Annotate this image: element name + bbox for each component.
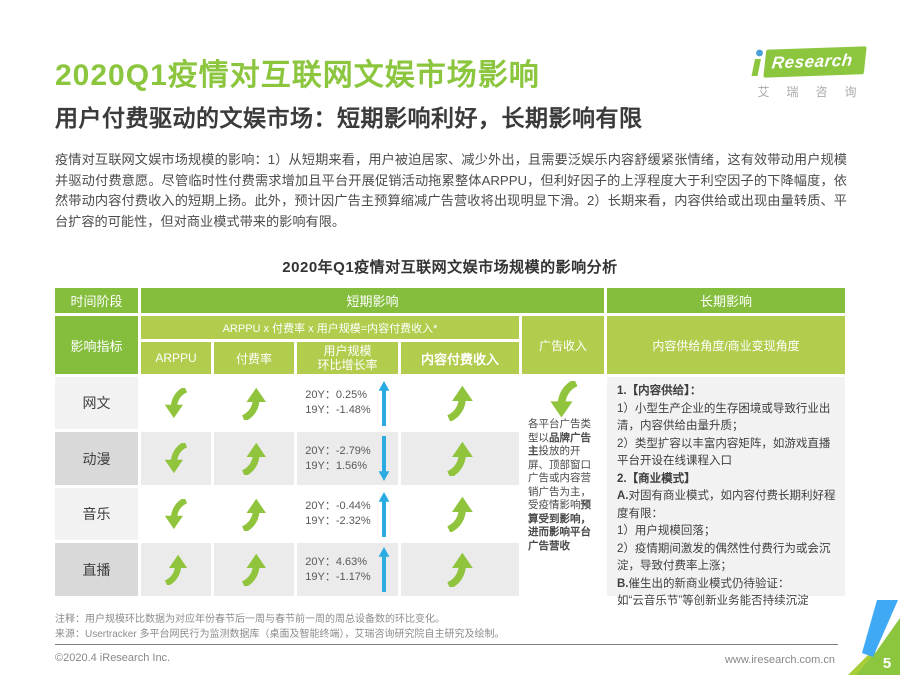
logo-mark: Research [736,46,878,78]
arppu-trend-cell [141,432,211,485]
page-title: 2020Q1疫情对互联网文娱市场影响 [55,59,540,92]
long-term-analysis-line: 如“云音乐节”等创新业务能否持续沉淀 [617,595,809,607]
header-pay-rate: 付费率 [214,342,294,374]
header-formula: ARPPU x 付费率 x 用户规模=内容付费收入* [141,316,519,339]
long-term-analysis-line: 2）类型扩容以丰富内容矩阵，如游戏直播平台开设在线课程入口 [617,437,831,468]
content-pay-trend-cell [401,488,519,540]
yoy-trend-up-icon [378,491,390,537]
iresearch-logo: Research 艾瑞咨询 [736,46,878,100]
corner-decoration: 5 [848,600,900,675]
footer-divider [55,644,838,645]
intro-paragraph: 疫情对互联网文娱市场规模的影响：1）从短期来看，用户被迫居家、减少外出，且需要泛… [55,152,847,229]
header-long-term-sub: 内容供给角度/商业变现角度 [607,316,845,374]
yoy-trend-down-icon [378,436,390,481]
long-term-analysis-line: 2.【商业模式】 [617,472,696,485]
trend-up-icon [447,386,473,421]
page-number: 5 [883,655,891,672]
trend-down-icon [164,387,188,418]
arppu-trend-cell [141,377,211,429]
logo-chinese-name: 艾瑞咨询 [757,85,874,99]
long-term-analysis-cell: 1.【内容供给】： 1）小型生产企业的生存困境或导致行业出清，内容供给由量升质； 2… [607,377,845,607]
trend-up-icon [241,442,266,475]
logo-wordmark: Research [763,46,866,78]
pay-rate-trend-cell [214,377,294,429]
long-term-analysis-line: A.对固有商业模式，如内容付费长期利好程度有限： [617,490,836,520]
trend-up-icon [241,498,266,531]
header-time-stage: 时间阶段 [55,288,138,313]
table-title: 2020年Q1疫情对互联网文娱市场规模的影响分析 [282,259,618,276]
header-ad-revenue: 广告收入 [522,316,604,374]
arppu-trend-cell [141,488,211,540]
trend-down-icon [164,498,188,529]
content-pay-trend-cell [401,377,519,429]
footnote-source: 来源：Usertracker 多平台网民行为监测数据库（桌面及智能终端），艾瑞咨… [55,629,505,640]
header-short-term: 短期影响 [141,288,604,313]
trend-up-icon [241,553,266,586]
pay-rate-trend-cell [214,432,294,485]
long-term-analysis-line: 1）小型生产企业的生存困境或导致行业出清，内容供给由量升质； [617,402,831,433]
yoy-values: 20Y：-2.79% 19Y：1.56% [305,444,371,472]
ad-revenue-note-text: 各平台广告类型以品牌广告主投放的开屏、顶部窗口广告或内容营销广告为主，受疫情影响… [528,418,591,552]
page-subtitle: 用户付费驱动的文娱市场：短期影响利好，长期影响有限 [55,105,643,131]
header-user-scale: 用户规模 环比增长率 [297,342,398,374]
website-link[interactable]: www.iresearch.com.cn [724,654,835,666]
pay-rate-trend-cell [214,488,294,540]
yoy-values: 20Y：4.63% 19Y：-1.17% [305,555,371,583]
content-pay-trend-cell [401,543,519,596]
long-term-analysis-line: 1）用户规模回落； [617,525,716,537]
logo-i-icon [751,49,763,76]
trend-down-icon [164,443,188,474]
row-label: 动漫 [55,432,138,485]
yoy-trend-up-icon [378,547,390,592]
yoy-values: 20Y：0.25% 19Y：-1.48% [305,389,371,416]
content-pay-trend-cell [401,432,519,485]
footnotes: 注释：用户规模环比数据为对应年份春节后一周与春节前一周的周总设备数的环比变化。 … [55,612,504,642]
yoy-values: 20Y：-0.44% 19Y：-2.32% [305,500,371,527]
copyright-text: ©2020.4 iResearch Inc. [55,652,171,664]
header-arppu: ARPPU [141,342,211,374]
long-term-analysis-line: B.催生出的新商业模式仍待验证： [617,577,790,590]
header-indicator: 影响指标 [55,316,138,374]
user-scale-cell: 20Y：4.63% 19Y：-1.17% [297,543,398,596]
impact-table: 时间阶段 短期影响 长期影响 影响指标 ARPPU x 付费率 x 用户规模=内… [55,288,845,607]
long-term-analysis-line: 2）疫情期间激发的偶然性付费行为或会沉淀，导致付费率上涨； [617,542,831,573]
trend-up-icon [447,441,473,477]
arppu-trend-cell [141,543,211,596]
row-label: 网文 [55,377,138,429]
row-label: 音乐 [55,488,138,540]
ad-revenue-note-cell: 各平台广告类型以品牌广告主投放的开屏、顶部窗口广告或内容营销广告为主，受疫情影响… [522,377,604,596]
trend-up-icon [447,552,473,588]
header-content-pay: 内容付费收入 [401,342,519,374]
user-scale-cell: 20Y：0.25% 19Y：-1.48% [297,377,398,429]
pay-rate-trend-cell [214,543,294,596]
footnote-annotation: 注释：用户规模环比数据为对应年份春节后一周与春节前一周的周总设备数的环比变化。 [55,614,445,625]
trend-down-icon [549,381,578,418]
trend-up-icon [164,554,188,585]
yoy-trend-up-icon [378,380,390,426]
long-term-analysis-line: 1.【内容供给】： [617,385,702,397]
user-scale-cell: 20Y：-0.44% 19Y：-2.32% [297,488,398,540]
trend-up-icon [241,387,266,420]
row-label: 直播 [55,543,138,596]
header-long-term: 长期影响 [607,288,845,313]
user-scale-cell: 20Y：-2.79% 19Y：1.56% [297,432,398,485]
trend-up-icon [447,497,473,532]
